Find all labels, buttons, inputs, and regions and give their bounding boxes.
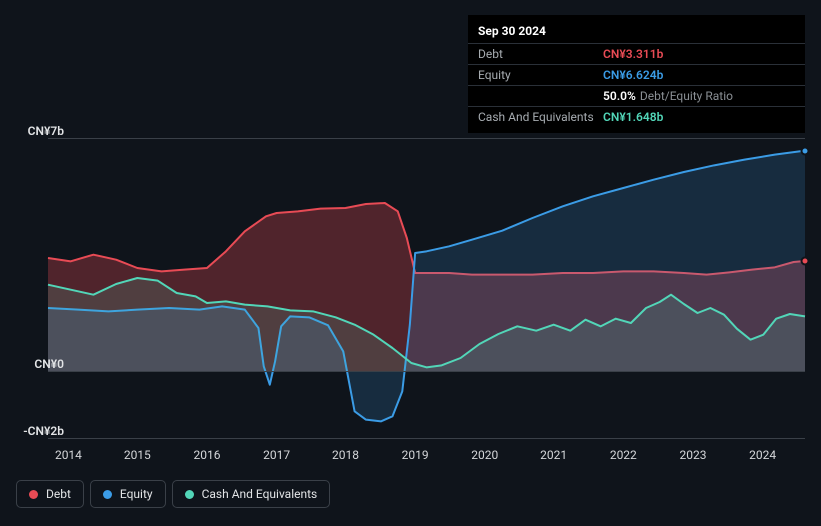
x-axis-label: 2023 bbox=[679, 448, 706, 462]
legend-label: Equity bbox=[120, 487, 153, 501]
plot-area bbox=[48, 138, 805, 438]
x-axis-label: 2022 bbox=[610, 448, 637, 462]
x-axis-label: 2017 bbox=[263, 448, 290, 462]
x-axis-label: 2015 bbox=[124, 448, 151, 462]
legend-item[interactable]: Equity bbox=[90, 480, 166, 508]
tooltip-label: Debt bbox=[478, 47, 603, 61]
tooltip-row: DebtCN¥3.311b bbox=[468, 44, 805, 65]
legend-item[interactable]: Debt bbox=[16, 480, 84, 508]
x-axis-label: 2018 bbox=[332, 448, 359, 462]
tooltip-label: Cash And Equivalents bbox=[478, 110, 603, 124]
y-axis-label: CN¥7b bbox=[16, 124, 64, 138]
chart: CN¥7b CN¥0 -CN¥2b bbox=[16, 120, 805, 446]
tooltip-value: CN¥1.648b bbox=[603, 110, 663, 124]
legend-item[interactable]: Cash And Equivalents bbox=[172, 480, 331, 508]
legend-dot-icon bbox=[29, 490, 38, 499]
gridline bbox=[48, 438, 805, 439]
tooltip-value: CN¥3.311b bbox=[603, 47, 663, 61]
x-axis-label: 2019 bbox=[402, 448, 429, 462]
x-axis-label: 2021 bbox=[540, 448, 567, 462]
legend-dot-icon bbox=[185, 490, 194, 499]
x-axis-label: 2024 bbox=[749, 448, 776, 462]
legend: Debt Equity Cash And Equivalents bbox=[16, 480, 330, 508]
gridline bbox=[48, 371, 805, 372]
gridline bbox=[48, 138, 805, 139]
tooltip-row: EquityCN¥6.624b bbox=[468, 65, 805, 86]
x-axis-label: 2014 bbox=[55, 448, 82, 462]
tooltip-row: Cash And EquivalentsCN¥1.648b bbox=[468, 107, 805, 127]
legend-label: Cash And Equivalents bbox=[202, 487, 318, 501]
y-axis-label: -CN¥2b bbox=[16, 424, 64, 438]
tooltip-label: Equity bbox=[478, 68, 603, 82]
tooltip-date: Sep 30 2024 bbox=[468, 21, 805, 44]
chart-svg bbox=[48, 138, 805, 438]
legend-label: Debt bbox=[46, 487, 71, 501]
tooltip-value: 50.0% bbox=[603, 89, 636, 103]
tooltip-row: 50.0% Debt/Equity Ratio bbox=[468, 86, 805, 107]
tooltip-label bbox=[478, 89, 603, 103]
tooltip-panel: Sep 30 2024 DebtCN¥3.311bEquityCN¥6.624b… bbox=[468, 15, 805, 133]
series-end-marker bbox=[801, 257, 810, 266]
series-end-marker bbox=[801, 146, 810, 155]
x-axis-label: 2016 bbox=[193, 448, 220, 462]
y-axis-label: CN¥0 bbox=[16, 357, 64, 371]
legend-dot-icon bbox=[103, 490, 112, 499]
x-axis-label: 2020 bbox=[471, 448, 498, 462]
tooltip-extra: Debt/Equity Ratio bbox=[640, 89, 733, 103]
tooltip-value: CN¥6.624b bbox=[603, 68, 663, 82]
